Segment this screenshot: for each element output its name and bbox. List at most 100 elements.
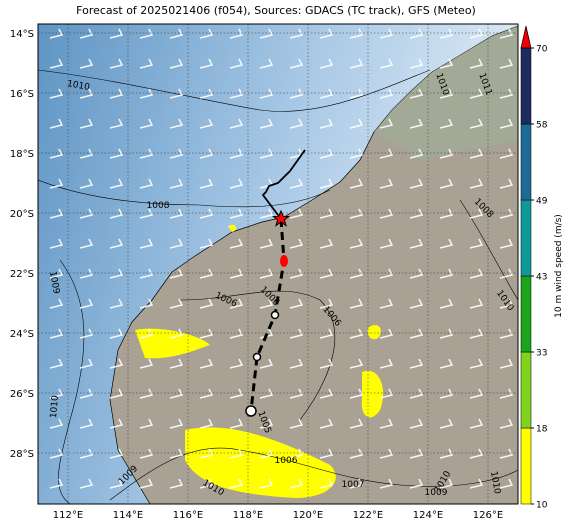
wind-barb	[169, 28, 184, 39]
wind-barb	[349, 208, 364, 219]
wind-barb	[259, 88, 274, 99]
wind-barb	[409, 298, 424, 309]
colorbar-segment	[520, 123, 532, 201]
wind-barb	[169, 178, 184, 189]
wind-barb	[139, 148, 154, 159]
wind-barb	[229, 448, 244, 459]
wind-barb	[409, 118, 424, 129]
wind-barb	[439, 388, 454, 399]
wind-barb	[139, 448, 154, 459]
wind-barb	[439, 118, 454, 129]
wind-barb	[169, 268, 184, 279]
wind-barb	[469, 298, 484, 309]
wind-barb	[199, 58, 214, 69]
track-point	[252, 352, 262, 362]
wind-barb	[79, 268, 94, 279]
wind-barb	[439, 478, 454, 489]
wind-barb	[349, 88, 364, 99]
wind-barb	[289, 328, 304, 339]
y-tick-label: 18°S	[10, 149, 34, 160]
wind-barb	[289, 388, 304, 399]
x-tick-label: 122°E	[353, 510, 383, 521]
wind-barb	[259, 28, 274, 39]
wind-barb	[259, 418, 274, 429]
wind-barb	[469, 178, 484, 189]
contour-label: 1006	[275, 456, 298, 466]
wind-barb	[109, 178, 124, 189]
wind-barb	[199, 388, 214, 399]
wind-barb	[349, 358, 364, 369]
wind-barb	[199, 208, 214, 219]
wind-barb	[319, 208, 334, 219]
wind-barb	[229, 148, 244, 159]
wind-barb	[49, 88, 64, 99]
wind-barb	[79, 298, 94, 309]
wind-barb	[439, 238, 454, 249]
wind-barb	[379, 358, 394, 369]
wind-barb	[199, 358, 214, 369]
wind-barb	[499, 148, 514, 159]
wind-barb	[109, 208, 124, 219]
wind-barb	[289, 88, 304, 99]
y-tick-label: 14°S	[10, 29, 34, 40]
wind-barb	[49, 328, 64, 339]
wind-barb	[319, 88, 334, 99]
wind-barb	[199, 448, 214, 459]
wind-barb	[469, 118, 484, 129]
wind-barb	[349, 238, 364, 249]
wind-barb	[79, 388, 94, 399]
wind-barb	[289, 238, 304, 249]
wind-barb	[199, 478, 214, 489]
wind-barb	[259, 268, 274, 279]
wind-barb	[379, 178, 394, 189]
wind-barb	[499, 58, 514, 69]
wind-barb	[139, 478, 154, 489]
wind-barb	[79, 238, 94, 249]
wind-barb	[259, 118, 274, 129]
map-title: Forecast of 2025021406 (f054), Sources: …	[76, 4, 476, 17]
wind-barb	[289, 358, 304, 369]
wind-barb	[469, 328, 484, 339]
wind-barb	[79, 448, 94, 459]
wind-barb	[409, 418, 424, 429]
colorbar-tick-label: 70	[536, 45, 548, 55]
wind-barb	[49, 178, 64, 189]
colorbar-label: 10 m wind speed (m/s)	[554, 214, 564, 318]
wind-barb	[379, 388, 394, 399]
colorbar-tick-label: 33	[536, 349, 547, 359]
wind-barb	[109, 28, 124, 39]
wind-barb	[379, 328, 394, 339]
wind-barb	[229, 298, 244, 309]
wind-barb	[439, 208, 454, 219]
track-point	[245, 405, 257, 417]
wind-barb	[169, 208, 184, 219]
wind-barb	[289, 208, 304, 219]
wind-barb	[169, 148, 184, 159]
wind-barb	[379, 118, 394, 129]
wind-barb	[229, 238, 244, 249]
wind-barb	[229, 28, 244, 39]
wind-barb	[169, 418, 184, 429]
wind-barb	[319, 358, 334, 369]
track-current	[272, 209, 290, 227]
wind-barb	[79, 88, 94, 99]
wind-barb	[319, 418, 334, 429]
wind-barb	[319, 268, 334, 279]
wind-barb	[499, 478, 514, 489]
wind-barb	[289, 268, 304, 279]
colorbar-segment	[520, 47, 532, 125]
wind-barb	[319, 328, 334, 339]
wind-barb	[409, 28, 424, 39]
wind-barb	[229, 358, 244, 369]
wind-barb	[499, 418, 514, 429]
wind-barb	[289, 418, 304, 429]
wind-barb	[139, 118, 154, 129]
wind-barb	[229, 88, 244, 99]
wind-barb	[79, 418, 94, 429]
wind-barb	[439, 358, 454, 369]
wind-barb	[409, 328, 424, 339]
wind-barb	[409, 478, 424, 489]
wind-barb	[109, 148, 124, 159]
wind-barb	[499, 88, 514, 99]
wind-barb	[379, 478, 394, 489]
